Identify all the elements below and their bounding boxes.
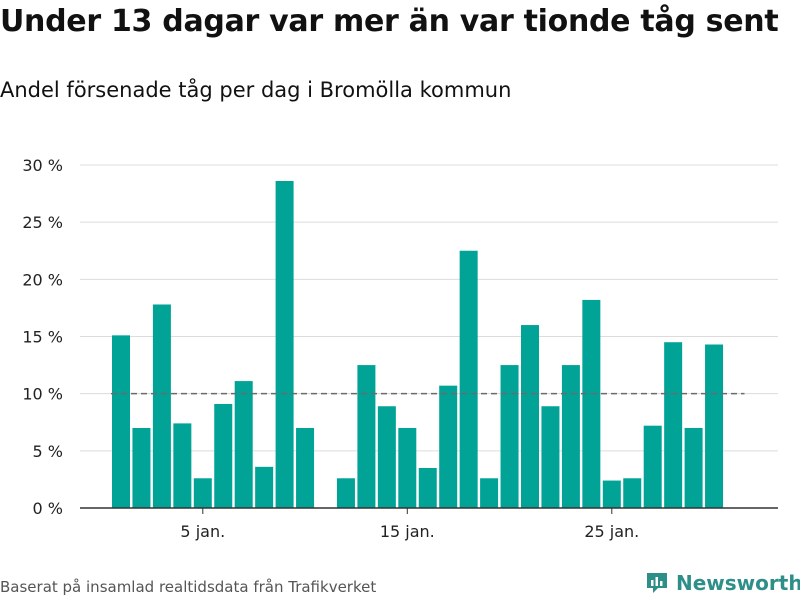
bar (439, 385, 458, 508)
bar (336, 478, 355, 508)
bar (684, 427, 703, 508)
bar (561, 365, 580, 508)
bar (398, 427, 417, 508)
bar (152, 304, 171, 508)
x-tick-label: 5 jan. (180, 522, 225, 541)
y-tick-label: 20 % (22, 270, 63, 289)
newsworthy-logo-icon (647, 573, 667, 593)
bar (418, 467, 437, 508)
y-tick-label: 25 % (22, 213, 63, 232)
bar (173, 423, 192, 508)
newsworthy-logo: Newsworthy (644, 570, 800, 596)
bar (357, 365, 376, 508)
bar (275, 181, 294, 509)
y-tick-label: 30 % (22, 156, 63, 175)
y-tick-label: 15 % (22, 328, 63, 347)
bar (112, 335, 130, 508)
bar (643, 425, 662, 508)
x-tick-label: 15 jan. (380, 522, 435, 541)
bar (521, 325, 539, 508)
x-tick-label: 25 jan. (584, 522, 639, 541)
bar (500, 365, 519, 508)
bar (459, 250, 478, 508)
bar (296, 427, 315, 508)
chart-title: Under 13 dagar var mer än var tionde tåg… (0, 4, 779, 39)
chart-subtitle: Andel försenade tåg per dag i Bromölla k… (0, 78, 512, 102)
bar (214, 403, 233, 508)
bar (541, 406, 560, 508)
bar (480, 478, 499, 508)
bar (234, 381, 253, 508)
bar (664, 342, 683, 508)
y-tick-label: 0 % (33, 499, 63, 518)
y-tick-label: 5 % (33, 442, 63, 461)
bar (602, 480, 621, 508)
y-tick-label: 10 % (22, 385, 63, 404)
brand-name: Newsworthy (676, 571, 800, 595)
bar (377, 406, 396, 508)
bar (623, 478, 642, 508)
bar (705, 344, 724, 508)
bar (193, 478, 212, 508)
source-note: Baserat på insamlad realtidsdata från Tr… (0, 578, 377, 596)
bar (255, 466, 274, 508)
bar (132, 427, 151, 508)
bar (582, 299, 601, 508)
